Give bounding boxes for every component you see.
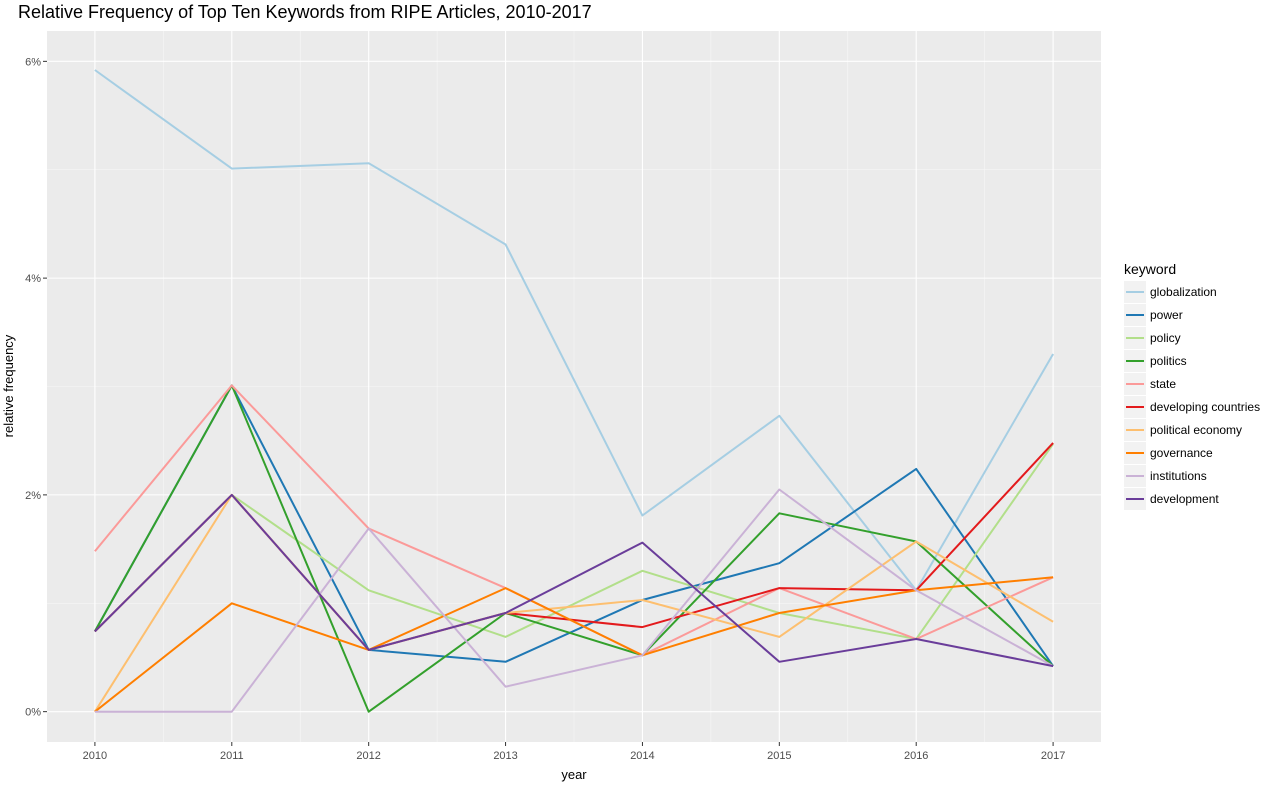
legend-label: power <box>1150 308 1183 322</box>
legend-title: keyword <box>1124 261 1176 277</box>
series-line-policy <box>94 443 1054 640</box>
x-axis-title: year <box>561 767 587 782</box>
major-gridlines <box>47 31 1101 742</box>
series-lines <box>94 69 1054 713</box>
x-tick-label: 2012 <box>356 750 380 762</box>
legend-label: institutions <box>1150 469 1207 483</box>
x-tick-label: 2011 <box>220 750 244 762</box>
y-tick-label: 2% <box>25 490 41 502</box>
series-line-development <box>94 493 1054 668</box>
x-axis: 2010 2011 2012 2013 2014 2015 2016 2017 <box>83 742 1065 762</box>
chart-title: Relative Frequency of Top Ten Keywords f… <box>18 2 592 22</box>
legend-label: governance <box>1150 446 1213 460</box>
y-tick-label: 6% <box>25 56 41 68</box>
legend-label: policy <box>1150 331 1181 345</box>
legend-label: developing countries <box>1150 400 1260 414</box>
x-tick-label: 2017 <box>1041 750 1065 762</box>
legend-label: development <box>1150 492 1219 506</box>
series-line-power <box>94 384 1054 667</box>
y-tick-label: 4% <box>25 273 41 285</box>
y-axis: 0% 2% 4% 6% <box>25 56 47 719</box>
y-tick-label: 0% <box>25 707 41 719</box>
series-line-politics <box>94 384 1054 713</box>
x-tick-label: 2015 <box>767 750 791 762</box>
legend-label: state <box>1150 377 1176 391</box>
x-tick-label: 2010 <box>83 750 107 762</box>
x-tick-label: 2013 <box>493 750 517 762</box>
series-line-governance <box>94 576 1054 713</box>
series-line-institutions <box>94 488 1054 713</box>
legend-label: politics <box>1150 354 1187 368</box>
y-axis-title: relative frequency <box>1 334 16 437</box>
x-tick-label: 2016 <box>904 750 928 762</box>
minor-gridlines <box>47 31 1101 742</box>
legend-label: political economy <box>1150 423 1242 437</box>
legend: keyword globalization power policy politics… <box>1124 261 1260 510</box>
legend-label: globalization <box>1150 285 1217 299</box>
series-line-globalization <box>94 69 1054 592</box>
x-tick-label: 2014 <box>630 750 654 762</box>
